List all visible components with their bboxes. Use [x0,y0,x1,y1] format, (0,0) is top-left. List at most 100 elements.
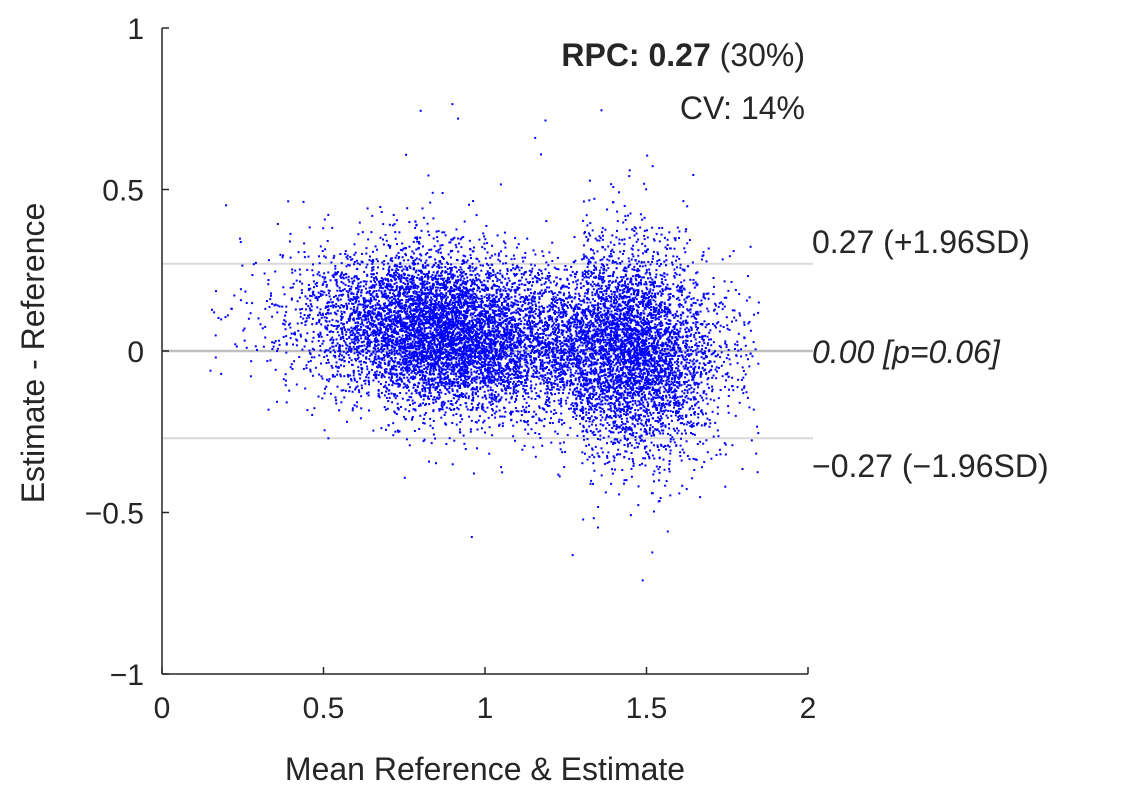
data-point [595,284,598,287]
data-point [652,412,655,414]
data-point [681,406,684,409]
data-point [474,352,477,355]
data-point [533,317,536,320]
data-point [429,301,432,304]
data-point [657,335,660,338]
data-point [448,437,451,440]
data-point [307,289,310,292]
data-point [597,373,600,376]
data-point [339,289,341,292]
data-point [733,309,736,312]
data-point [381,281,384,284]
data-point [487,331,490,334]
data-point [687,384,690,387]
data-point [618,362,621,364]
data-point [342,282,345,285]
data-point [610,337,613,340]
data-point [561,379,564,382]
data-point [355,296,358,299]
data-point [318,354,321,357]
data-point [692,174,695,176]
data-point [576,283,579,286]
data-point [675,390,678,392]
data-point [723,442,726,445]
data-point [636,334,639,337]
data-point [613,293,616,296]
data-point [618,284,621,287]
data-point [435,313,437,315]
data-point [626,388,629,391]
data-point [557,311,560,314]
data-point [498,322,501,325]
data-point [578,380,581,383]
data-point [349,374,352,377]
data-point [299,280,301,283]
data-point [552,358,555,361]
data-point [469,288,471,291]
data-point [522,384,525,387]
data-point [620,360,623,363]
data-point [499,306,502,309]
data-point [503,341,506,344]
data-point [457,385,460,388]
data-point [366,373,369,376]
data-point [498,350,501,352]
data-point [660,410,663,413]
data-point [386,345,389,348]
data-point [321,314,324,316]
data-point [602,336,605,339]
data-point [414,388,417,391]
data-point [558,297,561,300]
data-point [516,380,519,383]
data-point [450,362,453,365]
data-point [541,363,544,366]
data-point [673,441,676,444]
data-point [628,260,631,263]
data-point [482,232,485,235]
data-point [696,271,699,274]
data-point [595,331,598,334]
data-point [390,348,393,351]
data-point [606,442,608,445]
data-point [396,395,399,397]
data-point [563,348,566,351]
data-point [310,305,313,308]
data-point [525,358,528,361]
data-point [615,361,618,364]
data-point [685,488,688,491]
data-point [450,263,453,266]
data-point [350,350,353,353]
data-point [394,357,397,359]
data-point [492,355,495,358]
data-point [418,351,421,354]
data-point [593,300,596,302]
data-point [434,315,437,318]
data-point [440,350,443,353]
data-point [627,264,630,267]
data-point [521,448,524,451]
data-point [694,458,697,461]
data-point [427,365,429,368]
data-point [447,352,450,355]
data-point [656,446,659,448]
data-point [632,344,635,347]
data-point [671,372,674,374]
data-point [456,406,459,409]
data-point [550,410,553,413]
data-point [679,407,682,410]
data-point [512,392,515,395]
data-point [638,343,641,345]
data-point [546,324,549,327]
data-point [619,439,622,442]
data-point [413,338,416,341]
data-point [293,331,296,334]
data-point [668,445,671,448]
data-point [576,318,579,321]
data-point [514,384,517,387]
data-point [387,338,390,341]
data-point [610,183,613,186]
data-point [650,492,653,495]
data-point [450,358,453,361]
data-point [544,403,547,406]
data-point [485,293,488,296]
